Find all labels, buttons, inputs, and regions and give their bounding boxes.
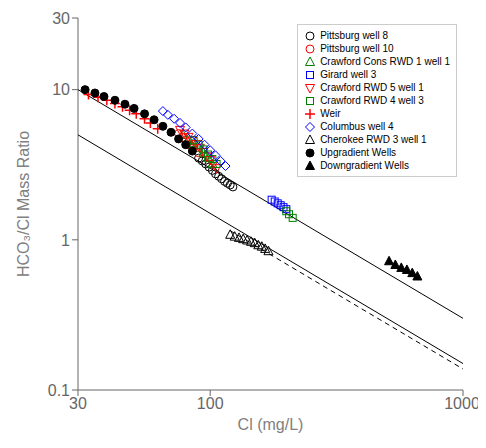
svg-text:1: 1 (61, 232, 70, 249)
svg-text:30: 30 (69, 395, 87, 412)
html-text:Pittsburg well 8: Pittsburg well 8 (320, 30, 388, 41)
html-text:Girard well 3: Girard well 3 (320, 69, 377, 80)
svg-text:100: 100 (197, 395, 224, 412)
svg-text:1000: 1000 (444, 395, 478, 412)
svg-text:HCO₃/Cl Mass Ratio: HCO₃/Cl Mass Ratio (15, 131, 32, 277)
html-text:Upgradient Wells: Upgradient Wells (320, 147, 397, 158)
html-text:Crawford Cons RWD 1 well 1: Crawford Cons RWD 1 well 1 (320, 56, 450, 67)
svg-text:30: 30 (52, 10, 70, 27)
svg-text:10: 10 (52, 81, 70, 98)
html-text:Columbus well 4: Columbus well 4 (320, 121, 394, 132)
html-text:Crawford RWD 5 well 1: Crawford RWD 5 well 1 (320, 82, 424, 93)
html-text:Crawford RWD 4 well 3: Crawford RWD 4 well 3 (320, 95, 424, 106)
html-text:Downgradient Wells: Downgradient Wells (320, 160, 409, 171)
html-text:Pittsburg well 10: Pittsburg well 10 (320, 43, 394, 54)
svg-text:Cl (mg/L): Cl (mg/L) (238, 416, 304, 433)
svg-text:0.1: 0.1 (48, 382, 70, 399)
html-text:Weir: Weir (320, 108, 341, 119)
html-text:Cherokee RWD 3 well 1: Cherokee RWD 3 well 1 (320, 134, 427, 145)
